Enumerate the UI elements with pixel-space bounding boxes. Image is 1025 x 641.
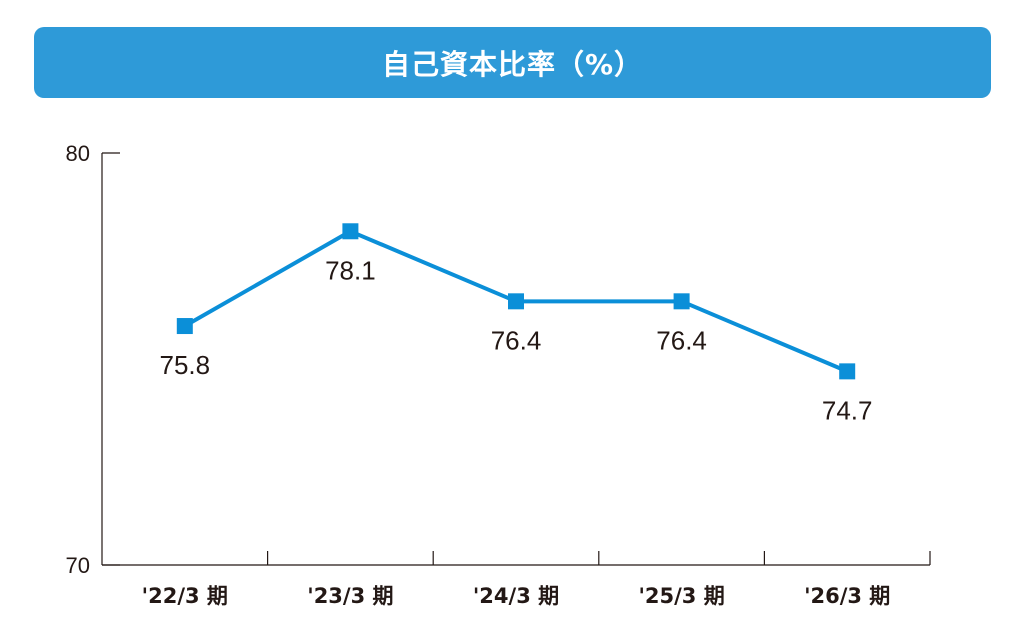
x-tick-label: '25/3 期	[638, 584, 724, 608]
y-tick-label: 80	[66, 141, 90, 166]
data-point-marker	[839, 363, 856, 380]
x-tick-label: '22/3 期	[142, 584, 228, 608]
data-label: 78.1	[325, 255, 376, 285]
data-point-marker	[673, 293, 690, 310]
data-label: 74.7	[822, 395, 873, 425]
y-tick-label: 70	[66, 553, 90, 578]
x-tick-label: '23/3 期	[307, 584, 393, 608]
x-tick-label: '26/3 期	[804, 584, 890, 608]
data-point-marker	[342, 223, 359, 240]
data-label: 75.8	[159, 350, 210, 380]
data-point-marker	[176, 318, 193, 335]
chart-title-banner: 自己資本比率（%）	[34, 27, 991, 98]
data-point-marker	[508, 293, 524, 310]
chart-plot-area: 75.8 78.1 76.4 76.4 74.7	[159, 223, 873, 425]
data-label: 76.4	[656, 325, 707, 355]
chart-axes: 70 80 '22/3 期 '23/3 期 '24/3 期 '25/3 期 '26/3 期	[66, 141, 931, 608]
data-label: 76.4	[491, 325, 542, 355]
x-tick-label: '24/3 期	[473, 584, 559, 608]
chart-title: 自己資本比率（%）	[381, 47, 644, 81]
